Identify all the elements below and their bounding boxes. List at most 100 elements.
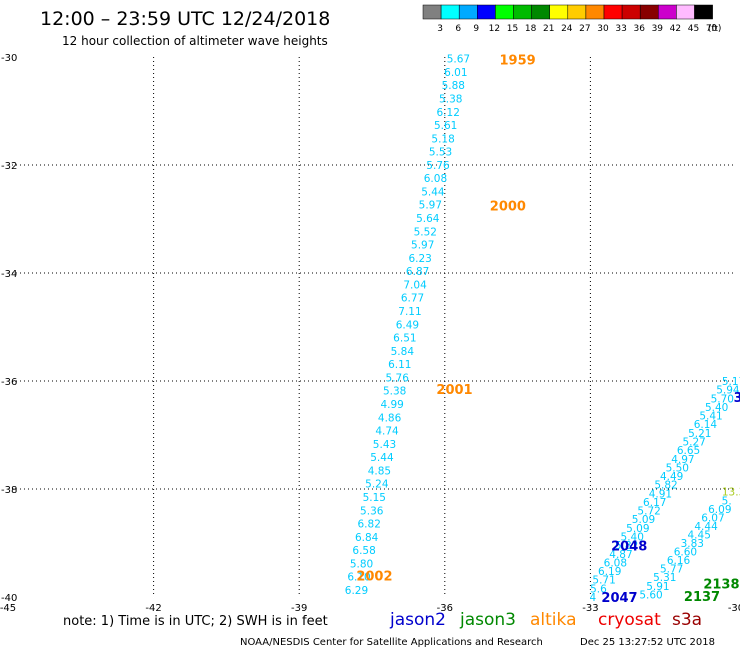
wave-height-label: 5.15 bbox=[363, 492, 386, 504]
wave-height-label: 6.65 bbox=[677, 445, 700, 457]
wave-height-label: 4.86 bbox=[378, 412, 402, 424]
color-swatch bbox=[531, 4, 550, 20]
color-scale-label: 15 bbox=[507, 24, 518, 34]
wave-height-label: 5.44 bbox=[370, 452, 394, 464]
footer-timestamp: Dec 25 13:27:52 UTC 2018 bbox=[580, 637, 715, 648]
wave-height-label: 6.77 bbox=[401, 293, 424, 305]
wave-height-label: 5.82 bbox=[615, 540, 638, 552]
wave-height-label: 5.70 bbox=[711, 393, 734, 405]
color-scale-label: 45 bbox=[688, 24, 699, 34]
color-scale-label: 24 bbox=[561, 24, 573, 34]
edge-time-label: 3 bbox=[734, 391, 740, 406]
y-tick-label: -32 bbox=[1, 161, 17, 172]
wave-height-label: 5.84 bbox=[391, 346, 415, 358]
footer-credit: NOAA/NESDIS Center for Satellite Applica… bbox=[240, 637, 543, 648]
x-tick-label: -45 bbox=[0, 603, 16, 614]
color-swatch bbox=[495, 4, 514, 20]
wave-height-label: 5.72 bbox=[637, 506, 660, 518]
wave-height-label: 7.04 bbox=[403, 279, 427, 291]
color-scale-label: 70 bbox=[706, 24, 718, 34]
wave-height-label: 6.17 bbox=[643, 497, 666, 509]
wave-height-label: 5.97 bbox=[419, 200, 442, 212]
wave-height-label: 6.23 bbox=[408, 253, 431, 265]
legend-jason3: jason3 bbox=[459, 610, 516, 630]
color-swatch bbox=[477, 4, 496, 20]
wave-height-label: 5.44 bbox=[421, 186, 445, 198]
color-scale-label: 30 bbox=[597, 24, 609, 34]
color-swatch bbox=[639, 4, 659, 20]
wave-height-label: 6.11 bbox=[388, 359, 411, 371]
axis-tick-labels: -45 -42 -39 -36 -33 -30 -30 -32 -34 -36 -38 -40 bbox=[0, 53, 740, 614]
wave-height-label: 5.91 bbox=[646, 581, 669, 593]
wave-height-label: 6.82 bbox=[358, 519, 381, 531]
color-swatch bbox=[658, 4, 677, 20]
wave-height-label: 6.60 bbox=[674, 547, 697, 559]
color-scale-bar: 3 6 9 12 15 18 21 24 27 30 33 36 39 42 45 70(ft) bbox=[422, 4, 721, 34]
map-subtitle: 12 hour collection of altimeter wave hei… bbox=[62, 34, 328, 48]
color-scale-label: 42 bbox=[670, 24, 681, 34]
color-scale-label: 12 bbox=[489, 24, 500, 34]
color-scale-label: 36 bbox=[633, 24, 645, 34]
wave-height-label: 5.40 bbox=[705, 402, 728, 414]
wave-height-label: 5.82 bbox=[654, 480, 677, 492]
satellite-legend: jason2 jason3 altika cryosat s3a bbox=[389, 610, 702, 630]
y-tick-label: -40 bbox=[1, 593, 17, 604]
wave-height-label: 3.83 bbox=[681, 538, 704, 550]
legend-cryosat: cryosat bbox=[598, 610, 661, 630]
wave-height-label: 6.29 bbox=[345, 585, 368, 597]
legend-jason2: jason2 bbox=[389, 610, 446, 630]
wave-height-label: 13.3 bbox=[722, 487, 740, 499]
wave-height-label: 6.14 bbox=[694, 419, 718, 431]
wave-height-label: 6.16 bbox=[667, 555, 691, 567]
color-swatch bbox=[549, 4, 569, 20]
color-swatch bbox=[603, 4, 623, 20]
y-tick-label: -30 bbox=[1, 53, 17, 64]
wave-height-label: 5.27 bbox=[682, 436, 705, 448]
wave-height-label: 4.91 bbox=[649, 488, 672, 500]
wave-height-label: 6.10 bbox=[347, 572, 370, 584]
wave-height-label: 6.12 bbox=[437, 107, 460, 119]
color-swatch bbox=[567, 4, 587, 20]
wave-height-label: 5.80 bbox=[350, 558, 373, 570]
wave-height-label: 5.71 bbox=[592, 575, 615, 587]
color-scale-label: 3 bbox=[437, 24, 443, 34]
wave-height-label: 4.44 bbox=[694, 521, 718, 533]
time-label: 2138 bbox=[703, 578, 739, 593]
color-scale-label: 9 bbox=[473, 24, 479, 34]
x-tick-label: -30 bbox=[728, 603, 740, 614]
wave-height-label: 5.31 bbox=[653, 572, 676, 584]
wave-height-label: 6.84 bbox=[355, 532, 379, 544]
wave-height-label: 5.24 bbox=[365, 479, 389, 491]
footer-note: note: 1) Time is in UTC; 2) SWH is in fe… bbox=[63, 614, 328, 629]
legend-s3a: s3a bbox=[672, 610, 702, 630]
wave-height-label: 5.18 bbox=[431, 133, 454, 145]
wave-height-label: 5.76 bbox=[386, 372, 410, 384]
wave-height-label: 6.07 bbox=[701, 512, 724, 524]
wave-height-label: 5.53 bbox=[429, 147, 452, 159]
color-scale-label: 39 bbox=[652, 24, 664, 34]
wave-height-label: 5.50 bbox=[666, 462, 689, 474]
wave-height-label: 6.49 bbox=[396, 319, 419, 331]
wave-height-label: 6.09 bbox=[708, 504, 731, 516]
time-label: 2137 bbox=[684, 590, 720, 605]
color-swatch bbox=[621, 4, 641, 20]
wave-height-label: 4 bbox=[589, 592, 596, 604]
wave-height-label: 5.43 bbox=[373, 439, 396, 451]
x-tick-label: -39 bbox=[291, 603, 307, 614]
wave-height-label: 6.08 bbox=[424, 173, 447, 185]
map-title: 12:00 – 23:59 UTC 12/24/2018 bbox=[40, 8, 330, 30]
color-swatch bbox=[440, 4, 460, 20]
time-label: 1959 bbox=[500, 54, 536, 69]
wave-height-label: 5.36 bbox=[360, 505, 384, 517]
x-tick-label: -42 bbox=[145, 603, 161, 614]
wave-height-label: 4.74 bbox=[375, 426, 399, 438]
color-swatch bbox=[585, 4, 605, 20]
wave-height-label: 5.97 bbox=[411, 240, 434, 252]
wave-height-label: 6.01 bbox=[444, 67, 467, 79]
wave-height-label: 5.41 bbox=[699, 411, 722, 423]
color-scale-label: 18 bbox=[525, 24, 537, 34]
time-label: 2002 bbox=[356, 569, 392, 584]
x-tick-label: -33 bbox=[582, 603, 598, 614]
y-tick-label: -34 bbox=[1, 269, 17, 280]
